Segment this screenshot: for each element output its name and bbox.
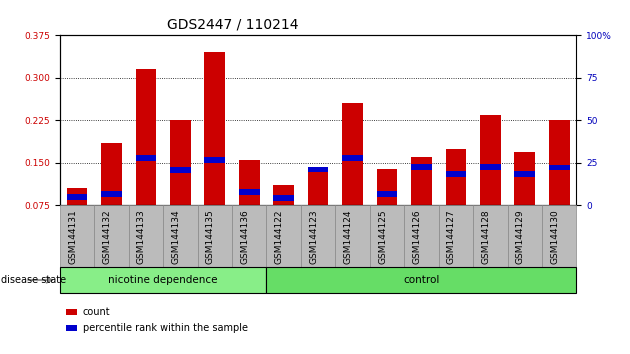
- Bar: [480, 115, 501, 205]
- Text: GSM144135: GSM144135: [206, 209, 215, 264]
- Bar: [411, 157, 432, 205]
- Text: GSM144127: GSM144127: [447, 209, 456, 264]
- Bar: [101, 143, 122, 205]
- Text: GSM144122: GSM144122: [275, 209, 284, 263]
- Bar: [515, 171, 535, 177]
- Bar: [135, 69, 156, 205]
- Bar: [67, 188, 88, 205]
- Bar: [170, 120, 191, 205]
- Bar: [445, 149, 466, 205]
- Text: GSM144125: GSM144125: [378, 209, 387, 264]
- Bar: [101, 191, 122, 197]
- Text: GDS2447 / 110214: GDS2447 / 110214: [168, 18, 299, 32]
- Bar: [205, 52, 225, 205]
- Bar: [273, 195, 294, 201]
- Bar: [377, 169, 398, 205]
- Bar: [515, 152, 535, 205]
- Text: GSM144134: GSM144134: [171, 209, 180, 264]
- Bar: [480, 164, 501, 170]
- Text: GSM144124: GSM144124: [343, 209, 353, 263]
- Text: GSM144132: GSM144132: [103, 209, 112, 264]
- Text: nicotine dependence: nicotine dependence: [108, 275, 218, 285]
- Bar: [170, 167, 191, 173]
- Bar: [239, 189, 260, 195]
- Bar: [308, 170, 328, 205]
- Bar: [342, 155, 363, 161]
- Bar: [308, 167, 328, 172]
- Text: disease state: disease state: [1, 275, 66, 285]
- Bar: [377, 191, 398, 197]
- Bar: [273, 185, 294, 205]
- Text: GSM144133: GSM144133: [137, 209, 146, 264]
- Text: GSM144136: GSM144136: [240, 209, 249, 264]
- Bar: [239, 160, 260, 205]
- Text: GSM144129: GSM144129: [516, 209, 525, 264]
- Bar: [549, 165, 570, 170]
- Text: GSM144131: GSM144131: [68, 209, 77, 264]
- Text: percentile rank within the sample: percentile rank within the sample: [83, 323, 248, 333]
- Text: control: control: [403, 275, 440, 285]
- Text: GSM144130: GSM144130: [550, 209, 559, 264]
- Bar: [411, 164, 432, 170]
- Bar: [445, 171, 466, 177]
- Bar: [67, 194, 88, 200]
- Bar: [135, 155, 156, 161]
- Bar: [549, 120, 570, 205]
- Text: GSM144123: GSM144123: [309, 209, 318, 264]
- Text: count: count: [83, 307, 110, 317]
- Bar: [342, 103, 363, 205]
- Bar: [205, 157, 225, 163]
- Text: GSM144126: GSM144126: [413, 209, 421, 264]
- Text: GSM144128: GSM144128: [481, 209, 490, 264]
